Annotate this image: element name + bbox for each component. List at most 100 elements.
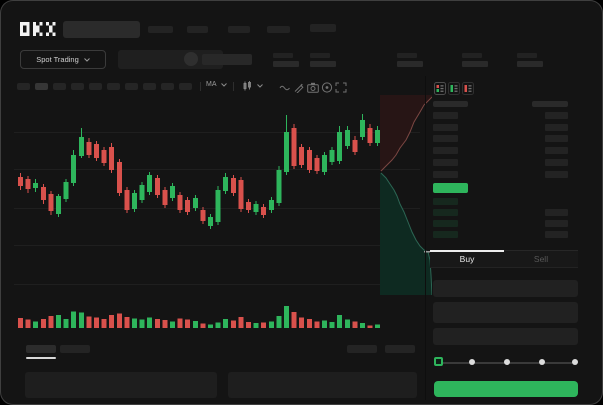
slider-stop[interactable] (539, 359, 545, 365)
logo-pixel (39, 22, 43, 26)
bottom-tab-history[interactable] (60, 345, 90, 353)
timeframe-tab[interactable] (17, 83, 30, 90)
icon-mark (440, 87, 444, 90)
order-amount-field[interactable] (433, 302, 578, 323)
volume-bar (94, 317, 99, 328)
volume-bar (124, 317, 130, 328)
logo-pixel (20, 22, 24, 26)
ask-price-placeholder (433, 135, 458, 142)
timeframe-tab[interactable] (107, 83, 120, 90)
stat-value-placeholder (310, 61, 336, 67)
tab-buy[interactable]: Buy (459, 254, 475, 264)
nav-item[interactable] (267, 26, 290, 33)
nav-item[interactable] (310, 24, 336, 32)
candle-body (86, 142, 92, 155)
volume-bar (162, 320, 168, 328)
ask-amount-placeholder (545, 135, 568, 142)
volume-bar (147, 317, 153, 328)
timeframe-tab[interactable] (89, 83, 102, 90)
timeframe-tab[interactable] (53, 83, 66, 90)
nav-item[interactable] (228, 26, 250, 33)
candle-body (101, 150, 107, 163)
volume-bar (101, 319, 107, 328)
price-chart[interactable] (14, 96, 420, 340)
icon-mark (464, 85, 467, 92)
ma-label: MA (206, 81, 217, 88)
ask-price-placeholder (433, 147, 458, 154)
okx-logo[interactable] (20, 22, 58, 37)
expand-icon[interactable] (335, 82, 347, 93)
amount-slider-handle[interactable] (434, 357, 443, 366)
last-price-highlight (433, 183, 468, 193)
logo-pixel (46, 22, 50, 26)
grid-line (14, 169, 420, 171)
timeframe-tab[interactable] (161, 83, 174, 90)
bid-price-placeholder (433, 198, 458, 205)
open-orders-panel-placeholder (25, 372, 217, 398)
volume-bar (314, 321, 320, 328)
volume-bar (276, 315, 282, 328)
icon-mark (468, 85, 472, 87)
candle-body (230, 178, 236, 194)
slider-stop[interactable] (504, 359, 510, 365)
order-total-field[interactable] (433, 328, 578, 345)
slider-stop[interactable] (469, 359, 475, 365)
stat-label-placeholder (462, 53, 482, 58)
chart-style-button[interactable] (242, 81, 263, 91)
candle-body (124, 189, 130, 211)
pair-name-placeholder (202, 54, 252, 65)
bottom-action-placeholder[interactable] (385, 345, 415, 353)
grid-line (14, 132, 420, 134)
candle-body (109, 147, 115, 170)
volume-bar (360, 323, 365, 328)
market-type-dropdown[interactable]: Spot Trading (20, 50, 106, 69)
toolbar-divider (233, 82, 234, 91)
candle-body (132, 193, 137, 209)
ma-indicator-button[interactable]: MA (206, 81, 227, 88)
timeframe-tab[interactable] (125, 83, 138, 90)
logo-pixel (26, 32, 30, 36)
logo-pixel (52, 32, 56, 36)
order-history-panel-placeholder (228, 372, 417, 398)
orderbook-combined-icon[interactable] (434, 82, 446, 95)
grid-line (14, 245, 420, 247)
timeframe-tab[interactable] (71, 83, 84, 90)
nav-item[interactable] (148, 26, 173, 33)
candle-body (170, 186, 175, 198)
draw-icon[interactable] (293, 82, 305, 93)
candle-body (314, 157, 320, 171)
candle-body (48, 194, 54, 211)
slider-stop[interactable] (572, 359, 578, 365)
active-tab-indicator (430, 250, 504, 252)
logo-pixel (26, 25, 30, 29)
tab-sell[interactable]: Sell (533, 254, 549, 264)
volume-bar (78, 312, 84, 328)
bottom-tab-orders[interactable] (26, 345, 56, 353)
bottom-action-placeholder[interactable] (347, 345, 377, 353)
timeframe-tab[interactable] (35, 83, 48, 90)
stat-label-placeholder (397, 53, 417, 58)
logo-pixel (23, 22, 27, 26)
orderbook-price-header-placeholder (433, 101, 468, 107)
logo-pixel (20, 29, 24, 33)
volume-bar (116, 313, 122, 328)
timeframe-tab[interactable] (143, 83, 156, 90)
volume-bar (246, 321, 251, 328)
grid-line (14, 283, 420, 285)
logo-pixel (23, 32, 27, 36)
timeframe-tab[interactable] (179, 83, 192, 90)
camera-icon[interactable] (307, 82, 319, 93)
settings-icon[interactable] (321, 82, 333, 93)
candle-body (25, 179, 31, 189)
buy-submit-button[interactable] (434, 381, 578, 397)
orderbook-asks-icon[interactable] (462, 82, 474, 95)
order-price-field[interactable] (433, 280, 578, 297)
volume-bar (63, 319, 69, 328)
wave-icon[interactable] (279, 82, 291, 93)
volume-bar (192, 321, 198, 328)
orderbook-bids-icon[interactable] (448, 82, 460, 95)
nav-item[interactable] (187, 26, 208, 33)
search-input[interactable] (63, 21, 140, 38)
candle-body (367, 127, 373, 143)
